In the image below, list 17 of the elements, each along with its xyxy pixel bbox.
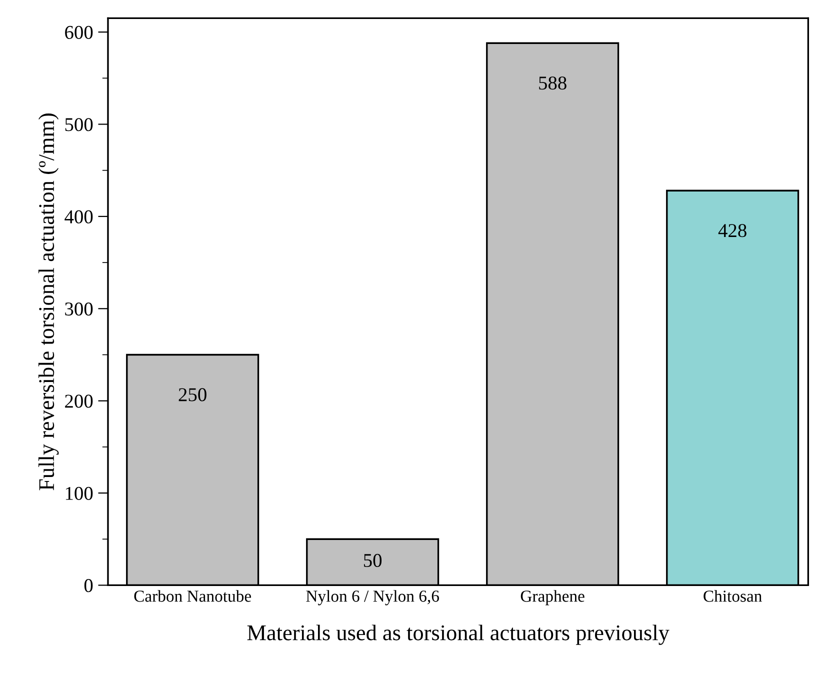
- y-axis-title: Fully reversible torsional actuation (º/mm): [38, 114, 59, 490]
- y-tick-label: 500: [65, 118, 93, 132]
- x-tick-label: Nylon 6 / Nylon 6,6: [306, 590, 439, 606]
- y-tick-label: 300: [65, 302, 93, 316]
- x-tick-label: Carbon Nanotube: [134, 590, 252, 602]
- y-tick-label: 0: [84, 579, 93, 592]
- y-tick-label: 600: [65, 26, 93, 39]
- y-tick-label: 400: [64, 210, 93, 224]
- data-label: 250: [178, 388, 206, 402]
- data-label: 50: [364, 554, 382, 568]
- x-tick-label: Graphene: [520, 590, 584, 606]
- data-label: 588: [539, 76, 566, 90]
- y-tick-label: 200: [65, 394, 93, 408]
- x-tick-label: Chitosan: [704, 590, 762, 602]
- y-tick-label: 100: [66, 486, 93, 500]
- data-label: 428: [718, 224, 746, 238]
- x-axis-title: Materials used as torsional actuators previously: [247, 624, 670, 645]
